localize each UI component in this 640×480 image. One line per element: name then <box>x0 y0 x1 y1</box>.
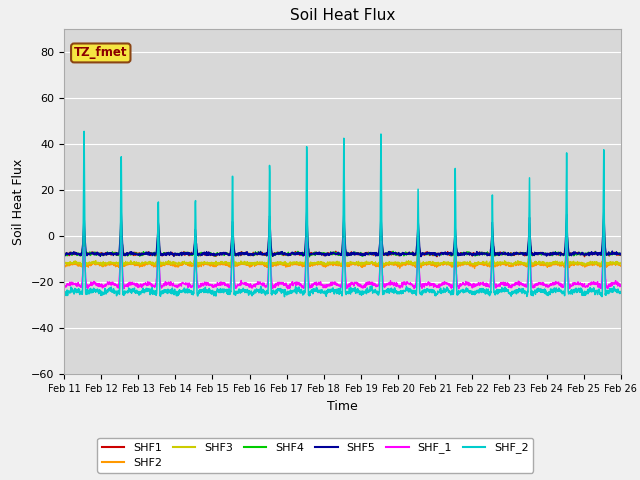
SHF2 <box>600 237 607 242</box>
Line: SHF3: SHF3 <box>64 239 621 266</box>
SHF1 <box>216 252 223 257</box>
SHF_1 <box>617 283 625 288</box>
SHF5 <box>417 254 425 260</box>
SHF5 <box>617 252 625 257</box>
SHF5 <box>216 251 223 257</box>
SHF4 <box>504 251 512 257</box>
SHF1 <box>60 250 68 256</box>
SHF1 <box>617 252 625 258</box>
SHF3 <box>568 259 576 264</box>
SHF3 <box>584 261 591 267</box>
X-axis label: Time: Time <box>327 400 358 413</box>
Y-axis label: Soil Heat Flux: Soil Heat Flux <box>12 158 25 245</box>
SHF_2 <box>505 290 513 296</box>
SHF3 <box>505 259 513 265</box>
Text: TZ_fmet: TZ_fmet <box>74 47 127 60</box>
SHF4 <box>60 252 68 257</box>
SHF4 <box>584 251 591 256</box>
SHF3 <box>617 260 625 265</box>
SHF4 <box>216 251 223 257</box>
SHF2 <box>471 265 479 271</box>
SHF3 <box>216 260 223 265</box>
SHF4 <box>306 254 314 260</box>
SHF_1 <box>284 286 291 292</box>
SHF4 <box>617 251 625 257</box>
SHF5 <box>358 251 366 257</box>
SHF_1 <box>584 283 591 289</box>
SHF_1 <box>216 282 223 288</box>
Title: Soil Heat Flux: Soil Heat Flux <box>290 9 395 24</box>
SHF5 <box>371 251 378 256</box>
SHF4 <box>359 252 367 258</box>
Legend: SHF1, SHF2, SHF3, SHF4, SHF5, SHF_1, SHF_2: SHF1, SHF2, SHF3, SHF4, SHF5, SHF_1, SHF… <box>97 438 533 472</box>
SHF_2 <box>371 288 379 294</box>
SHF2 <box>504 263 512 268</box>
SHF3 <box>371 260 379 266</box>
SHF_1 <box>371 280 379 286</box>
SHF4 <box>568 252 575 257</box>
Line: SHF5: SHF5 <box>64 210 621 257</box>
SHF_2 <box>568 289 576 295</box>
SHF_2 <box>60 293 68 299</box>
SHF_1 <box>504 282 512 288</box>
SHF5 <box>584 252 591 257</box>
SHF_1 <box>600 234 607 240</box>
SHF_1 <box>359 284 367 289</box>
SHF2 <box>216 262 223 267</box>
SHF4 <box>371 251 379 256</box>
SHF2 <box>358 264 366 270</box>
SHF3 <box>99 263 106 269</box>
SHF5 <box>504 250 512 255</box>
SHF2 <box>584 263 591 269</box>
SHF_2 <box>359 288 367 294</box>
SHF1 <box>371 252 379 258</box>
SHF1 <box>359 251 367 256</box>
SHF_2 <box>216 289 223 295</box>
SHF3 <box>359 261 367 267</box>
SHF1 <box>433 254 441 260</box>
Line: SHF_2: SHF_2 <box>64 132 621 297</box>
Line: SHF1: SHF1 <box>64 232 621 257</box>
SHF2 <box>617 263 625 268</box>
Line: SHF2: SHF2 <box>64 240 621 268</box>
SHF_2 <box>281 294 289 300</box>
Line: SHF4: SHF4 <box>64 215 621 257</box>
SHF5 <box>568 252 575 257</box>
SHF2 <box>371 262 378 268</box>
SHF_1 <box>568 283 575 288</box>
SHF4 <box>600 212 607 218</box>
SHF3 <box>60 260 68 266</box>
SHF_1 <box>60 284 68 290</box>
SHF3 <box>303 236 310 242</box>
SHF1 <box>505 252 513 257</box>
SHF5 <box>60 252 68 258</box>
SHF1 <box>303 229 310 235</box>
SHF2 <box>60 263 68 269</box>
SHF1 <box>568 250 576 256</box>
Line: SHF_1: SHF_1 <box>64 237 621 289</box>
SHF_2 <box>80 129 88 134</box>
SHF1 <box>584 251 591 256</box>
SHF2 <box>568 262 575 268</box>
SHF5 <box>600 207 607 213</box>
SHF_2 <box>584 288 591 294</box>
SHF_2 <box>617 288 625 294</box>
